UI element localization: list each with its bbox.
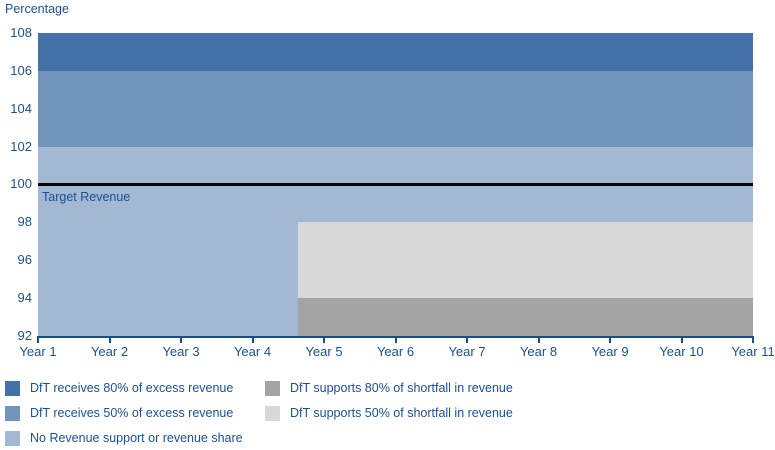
x-tick-label: Year 1	[19, 344, 57, 359]
y-tick-label: 92	[17, 328, 32, 343]
legend-swatch-dft-receives-50	[5, 406, 20, 421]
y-tick-label: 104	[10, 101, 32, 116]
x-tick-label: Year 6	[376, 344, 415, 359]
legend-label: DfT supports 80% of shortfall in revenue	[290, 381, 513, 395]
x-tick-label: Year 2	[90, 344, 129, 359]
legend-swatch-dft-supports-80	[265, 381, 280, 396]
x-axis-tick	[180, 338, 182, 343]
legend-label: No Revenue support or revenue share	[30, 431, 243, 445]
x-tick-label: Year 10	[659, 344, 704, 359]
x-axis-tick	[680, 338, 683, 343]
band-dft-receives-50	[38, 70, 753, 147]
legend-swatch-no-revenue-support	[5, 431, 20, 446]
x-axis-line	[37, 336, 754, 338]
y-axis-title: Percentage	[5, 2, 69, 16]
y-tick-label: 100	[10, 176, 32, 191]
x-tick-label: Year 4	[233, 344, 272, 359]
legend: DfT receives 80% of excess revenue DfT r…	[0, 376, 775, 450]
band-dft-supports-80	[298, 298, 753, 336]
plot-area: Target Revenue	[38, 33, 753, 336]
legend-swatch-dft-supports-50	[265, 406, 280, 421]
x-axis-tick	[609, 338, 611, 343]
x-tick-label: Year 11	[731, 344, 775, 359]
x-axis-tick	[394, 338, 397, 343]
x-axis-tick	[323, 338, 325, 343]
x-axis-tick	[108, 338, 111, 343]
x-axis-tick	[752, 338, 754, 343]
x-axis-tick	[251, 338, 254, 343]
target-revenue-line	[38, 183, 753, 186]
x-axis-tick	[37, 338, 39, 343]
x-axis-tick	[466, 338, 468, 343]
legend-swatch-dft-receives-80	[5, 381, 20, 396]
target-revenue-label: Target Revenue	[42, 190, 131, 204]
y-tick-label: 102	[10, 139, 32, 154]
x-tick-label: Year 5	[305, 344, 343, 359]
x-tick-label: Year 8	[519, 344, 558, 359]
y-tick-label: 94	[17, 290, 32, 305]
band-dft-supports-50	[298, 222, 753, 299]
legend-label: DfT receives 80% of excess revenue	[30, 381, 234, 395]
y-tick-label: 98	[17, 214, 32, 229]
legend-label: DfT supports 50% of shortfall in revenue	[290, 406, 513, 420]
x-tick-label: Year 3	[162, 344, 200, 359]
x-axis-tick	[537, 338, 540, 343]
x-tick-label: Year 9	[591, 344, 629, 359]
y-tick-label: 106	[10, 63, 32, 78]
legend-label: DfT receives 50% of excess revenue	[30, 406, 234, 420]
y-tick-label: 108	[10, 25, 32, 40]
x-tick-label: Year 7	[448, 344, 486, 359]
band-dft-receives-80	[38, 33, 753, 71]
y-tick-label: 96	[17, 252, 32, 267]
